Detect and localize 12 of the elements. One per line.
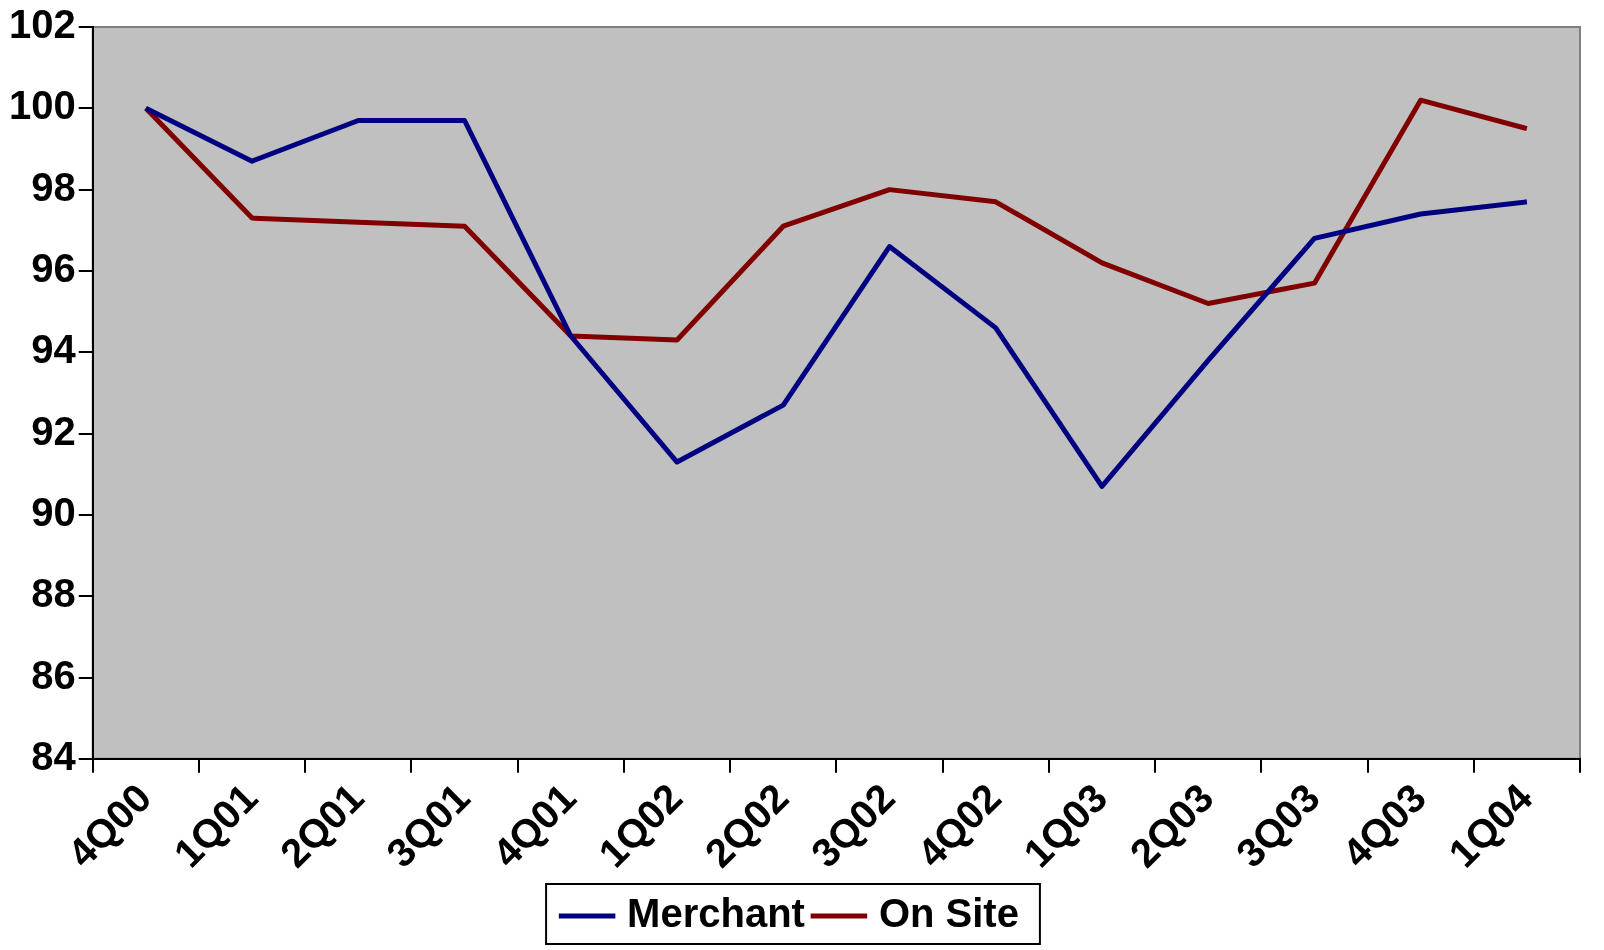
y-tick-label: 100	[8, 83, 76, 128]
y-tick-label: 84	[31, 733, 77, 778]
y-tick-label: 88	[31, 571, 76, 616]
y-tick-label: 90	[31, 489, 76, 534]
y-tick-label: 96	[31, 245, 76, 290]
y-tick-label: 102	[8, 2, 76, 47]
legend-label: On Site	[878, 891, 1019, 936]
legend-label: Merchant	[627, 891, 805, 936]
y-tick-label: 92	[31, 408, 76, 453]
y-tick-label: 94	[31, 327, 77, 372]
y-tick-label: 98	[31, 164, 76, 209]
y-tick-label: 86	[31, 652, 76, 697]
